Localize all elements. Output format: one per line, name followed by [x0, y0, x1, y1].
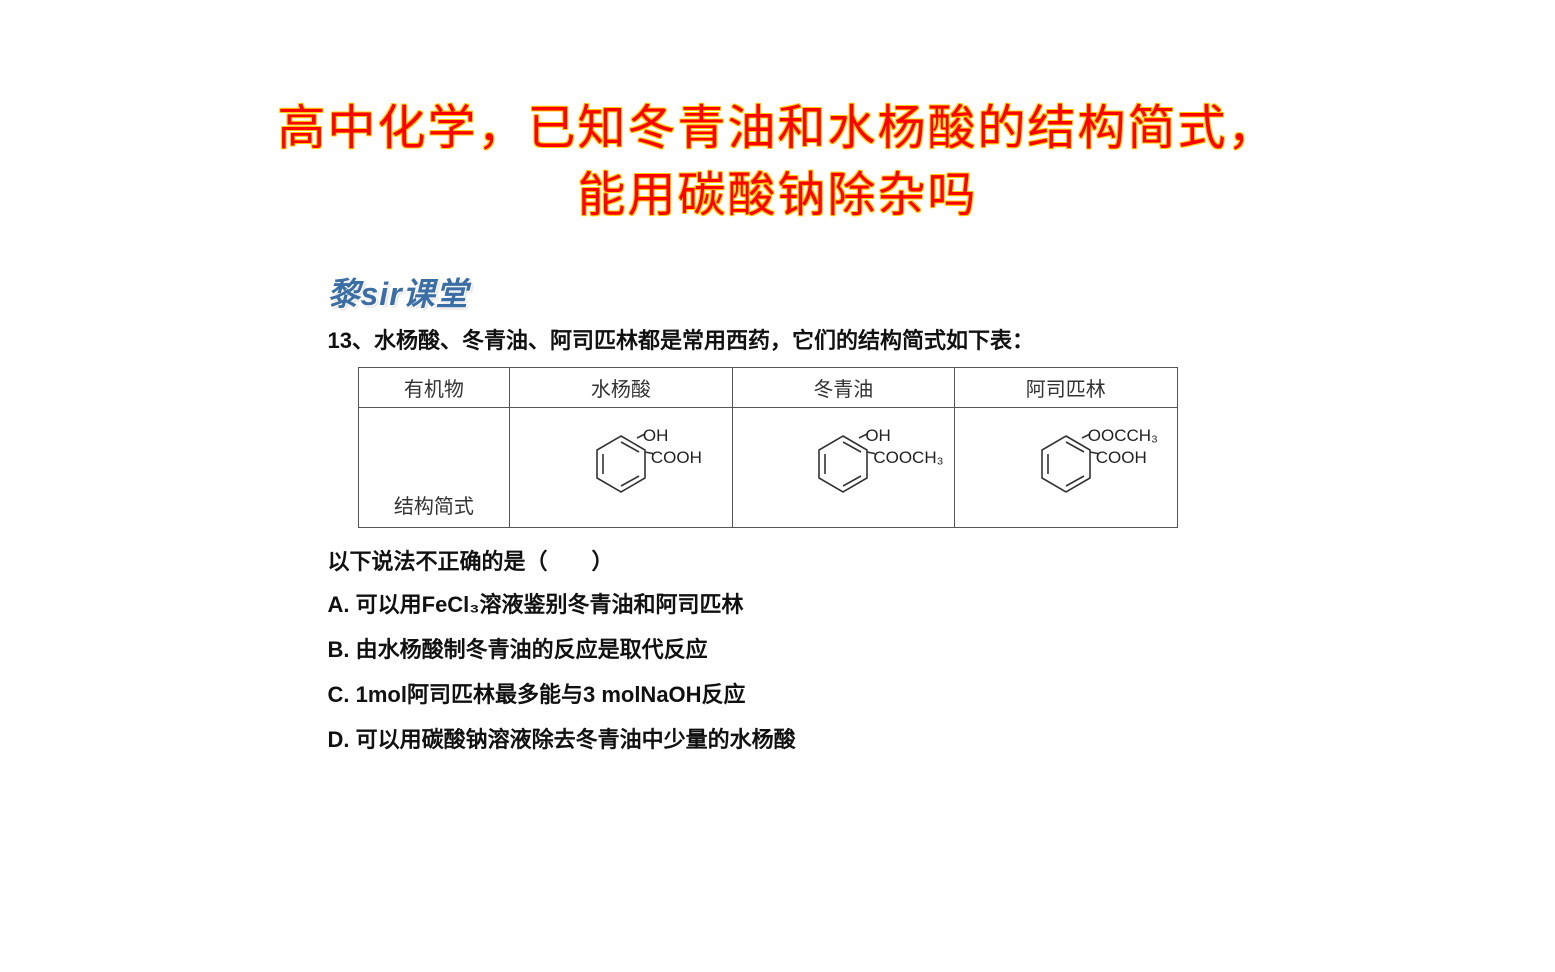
header-col-0: 水杨酸: [510, 368, 732, 408]
question-prompt: 以下说法不正确的是（ ）: [328, 544, 1228, 576]
structure-table: 有机物 水杨酸 冬青油 阿司匹林 结构简式 OH COOH: [358, 367, 1178, 528]
molecule-aspirin: OOCCH₃ COOH: [1034, 430, 1098, 500]
substituent-side: COOCH₃: [873, 448, 943, 468]
stem-text: 水杨酸、冬青油、阿司匹林都是常用西药，它们的结构简式如下表：: [374, 328, 1034, 353]
cell-salicylic-acid: OH COOH: [510, 408, 732, 528]
title-block: 高中化学，已知冬青油和水杨酸的结构简式， 能用碳酸钠除杂吗: [0, 0, 1555, 229]
option-b-text: 由水杨酸制冬青油的反应是取代反应: [356, 637, 708, 662]
cell-wintergreen-oil: OH COOCH₃: [732, 408, 954, 528]
question-number: 13、: [328, 328, 374, 353]
title-line-1: 高中化学，已知冬青油和水杨酸的结构简式，: [100, 95, 1455, 162]
table-header-row: 有机物 水杨酸 冬青油 阿司匹林: [358, 368, 1177, 408]
molecule-salicylic-acid: OH COOH: [589, 430, 653, 500]
options-list: A. 可以用FeCl₃溶液鉴别冬青油和阿司匹林 B. 由水杨酸制冬青油的反应是取…: [328, 588, 1228, 756]
option-c-text: 1mol阿司匹林最多能与3 molNaOH反应: [356, 682, 746, 707]
title-line-2: 能用碳酸钠除杂吗: [100, 162, 1455, 229]
option-d-text: 可以用碳酸钠溶液除去冬青油中少量的水杨酸: [356, 727, 796, 752]
header-organic-label: 有机物: [358, 368, 510, 408]
option-b: B. 由水杨酸制冬青油的反应是取代反应: [328, 633, 1228, 666]
question-stem: 13、水杨酸、冬青油、阿司匹林都是常用西药，它们的结构简式如下表：: [328, 323, 1228, 355]
option-a-text: 可以用FeCl₃溶液鉴别冬青油和阿司匹林: [356, 592, 744, 617]
content-block: 黎sir课堂 13、水杨酸、冬青油、阿司匹林都是常用西药，它们的结构简式如下表：…: [328, 269, 1228, 756]
brand-label: 黎sir课堂: [328, 269, 1228, 315]
substituent-top: OOCCH₃: [1088, 426, 1158, 446]
substituent-side: COOH: [1096, 448, 1147, 468]
substituent-side: COOH: [651, 448, 702, 468]
table-struct-row: 结构简式 OH COOH OH: [358, 408, 1177, 528]
option-c: C. 1mol阿司匹林最多能与3 molNaOH反应: [328, 678, 1228, 711]
substituent-top: OH: [865, 426, 891, 446]
header-col-1: 冬青油: [732, 368, 954, 408]
cell-aspirin: OOCCH₃ COOH: [955, 408, 1177, 528]
option-a: A. 可以用FeCl₃溶液鉴别冬青油和阿司匹林: [328, 588, 1228, 621]
option-d: D. 可以用碳酸钠溶液除去冬青油中少量的水杨酸: [328, 723, 1228, 756]
header-col-2: 阿司匹林: [955, 368, 1177, 408]
substituent-top: OH: [643, 426, 669, 446]
row-struct-label: 结构简式: [358, 408, 510, 528]
molecule-wintergreen-oil: OH COOCH₃: [811, 430, 875, 500]
